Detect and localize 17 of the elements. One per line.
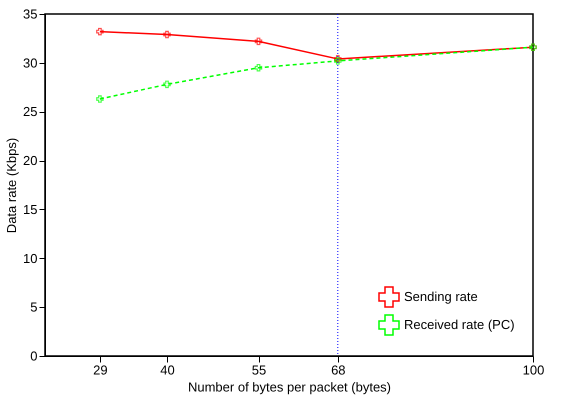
legend-label: Sending rate xyxy=(404,289,478,304)
x-tick-label: 68 xyxy=(331,362,346,378)
y-tick-label: 15 xyxy=(23,202,38,217)
legend-label: Received rate (PC) xyxy=(404,317,515,332)
y-tick-label: 20 xyxy=(23,153,38,168)
y-tick-label: 30 xyxy=(23,55,38,70)
x-tick-label: 55 xyxy=(252,362,266,378)
x-tick-label: 100 xyxy=(522,362,544,378)
y-tick-label: 35 xyxy=(23,6,38,22)
y-axis-title: Data rate (Kbps) xyxy=(4,138,20,234)
y-tick-label: 5 xyxy=(30,300,38,315)
x-tick-label: 29 xyxy=(93,362,108,378)
x-tick-label: 40 xyxy=(160,362,175,378)
y-tick-label: 25 xyxy=(23,104,38,120)
y-tick-label: 10 xyxy=(23,250,38,266)
y-tick-label: 0 xyxy=(30,348,38,364)
x-axis-title: Number of bytes per packet (bytes) xyxy=(188,380,392,394)
